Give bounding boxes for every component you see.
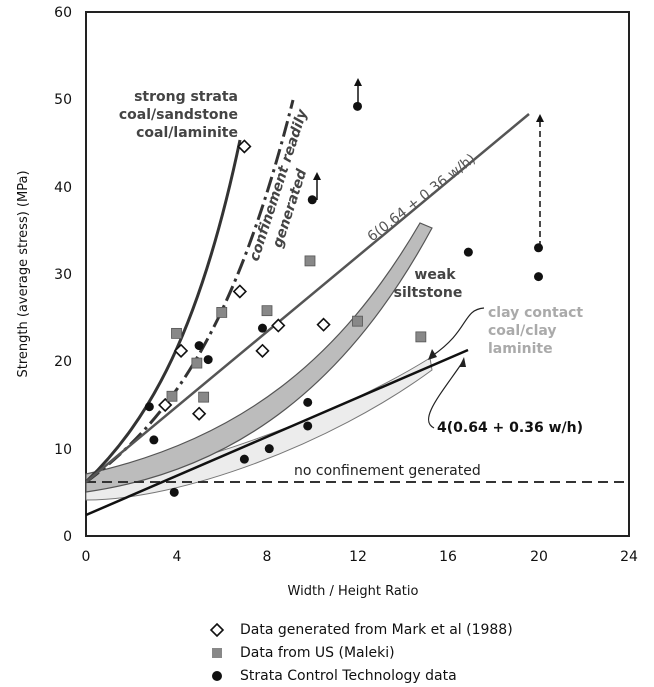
sct-data-point xyxy=(303,397,313,407)
mark-data-point xyxy=(173,343,189,358)
six-factor-line xyxy=(85,113,530,483)
y-tick-label: 30 xyxy=(54,267,72,283)
sct-data-point xyxy=(144,402,154,412)
clay-contact-label: laminite xyxy=(488,341,553,357)
mark-data-point xyxy=(237,139,252,154)
square-icon xyxy=(212,647,222,658)
y-tick-label: 0 xyxy=(63,529,72,545)
mark-data-point xyxy=(255,343,270,358)
sct-data-point xyxy=(194,341,204,351)
mark-data-point xyxy=(191,406,207,421)
y-tick-label: 20 xyxy=(54,354,72,370)
mark-data-point xyxy=(271,318,286,333)
sct-data-point xyxy=(534,243,543,253)
data-points xyxy=(144,101,543,497)
mark-data-point xyxy=(158,397,173,413)
strong-strata-label: strong strata xyxy=(134,89,238,105)
weak-siltstone-label: weak xyxy=(414,267,456,283)
maleki-data-point xyxy=(216,307,228,318)
strong-strata-label: coal/sandstone xyxy=(119,107,238,123)
four-factor-line xyxy=(85,348,469,517)
y-tick-label: 60 xyxy=(54,5,72,21)
sct-data-point xyxy=(307,195,317,205)
maleki-data-point xyxy=(171,327,182,339)
maleki-data-point xyxy=(261,305,273,317)
sct-data-point xyxy=(264,444,274,454)
maleki-data-point xyxy=(198,391,210,403)
y-axis-label: Strength (average stress) (MPa) xyxy=(16,170,31,377)
x-axis-label: Width / Height Ratio xyxy=(288,584,419,599)
sct-data-point xyxy=(257,323,267,333)
sct-data-point xyxy=(303,421,313,431)
legend-label: Strata Control Technology data xyxy=(240,667,457,684)
legend-item-maleki: Data from US (Maleki) xyxy=(206,641,513,664)
clay-contact-pointer xyxy=(431,307,485,357)
sct-data-point xyxy=(239,454,249,464)
legend-label: Data from US (Maleki) xyxy=(240,644,395,661)
x-tick-label: 12 xyxy=(349,549,367,565)
maleki-data-point xyxy=(415,331,427,343)
x-tick-label: 4 xyxy=(173,549,182,565)
mark-data-point xyxy=(316,317,331,332)
x-tick-label: 0 xyxy=(82,549,91,565)
four-factor-pointer xyxy=(428,362,463,429)
plot-frame xyxy=(85,11,630,537)
legend: Data generated from Mark et al (1988) Da… xyxy=(206,618,513,687)
sct-data-point xyxy=(463,247,473,257)
x-tick-label: 8 xyxy=(263,549,272,565)
four-factor-label: 4(0.64 + 0.36 w/h) xyxy=(437,420,583,436)
mark-data-point xyxy=(232,284,247,299)
arrow-head xyxy=(354,78,362,86)
sct-data-point xyxy=(203,355,213,365)
maleki-data-point xyxy=(191,357,203,369)
clay-contact-label: coal/clay xyxy=(488,323,557,339)
no-confinement-label: no confinement generated xyxy=(294,463,481,479)
x-tick-label: 24 xyxy=(620,549,638,565)
clay-contact-label: clay contact xyxy=(488,305,583,321)
strong-strata-curve xyxy=(84,139,242,484)
clay-contact-pointer-head xyxy=(428,349,437,360)
four-factor-pointer-head xyxy=(459,357,466,367)
arrow-head xyxy=(313,172,321,180)
x-tick-label: 20 xyxy=(530,549,548,565)
weak-siltstone-label: siltstone xyxy=(394,285,463,301)
weak-siltstone-band xyxy=(85,222,433,493)
y-tick-label: 10 xyxy=(54,442,72,458)
maleki-data-point xyxy=(304,255,316,267)
legend-item-sct: Strata Control Technology data xyxy=(206,664,513,687)
arrow-head xyxy=(536,114,544,122)
legend-label: Data generated from Mark et al (1988) xyxy=(240,621,513,638)
x-tick-label: 16 xyxy=(439,549,457,565)
sct-data-point xyxy=(353,101,362,111)
y-tick-label: 50 xyxy=(54,92,72,108)
y-tick-label: 40 xyxy=(54,180,72,196)
sct-data-point xyxy=(534,272,543,282)
legend-item-mark: Data generated from Mark et al (1988) xyxy=(206,618,513,641)
strong-strata-label: coal/laminite xyxy=(136,125,238,141)
maleki-data-point xyxy=(166,390,178,402)
sct-data-point xyxy=(169,487,179,497)
maleki-data-point xyxy=(352,315,363,327)
diamond-icon xyxy=(209,622,225,637)
circle-icon xyxy=(212,670,222,681)
sct-data-point xyxy=(149,435,159,445)
